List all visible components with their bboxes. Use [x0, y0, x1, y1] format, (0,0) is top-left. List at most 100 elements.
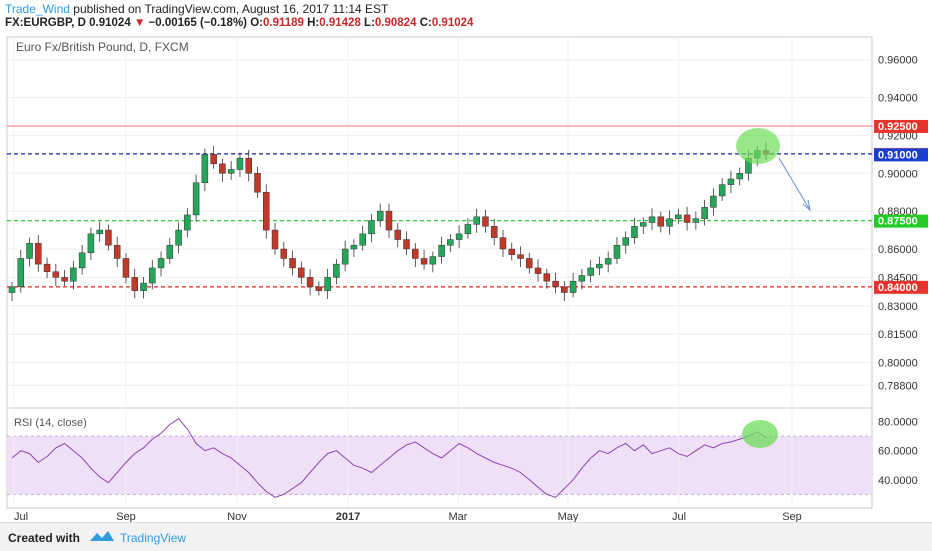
candle [490, 226, 498, 238]
candle [385, 210, 393, 231]
candle [35, 243, 42, 265]
y-tick-label: 0.83000 [878, 301, 918, 313]
candle [113, 244, 121, 259]
candle [166, 244, 174, 259]
candle [184, 214, 191, 231]
price-badge-label: 0.84000 [878, 282, 918, 294]
candle [157, 258, 165, 269]
rsi-highlight-ellipse [742, 420, 778, 448]
candle [569, 280, 577, 293]
close-label: C: [419, 17, 432, 29]
candle [245, 157, 252, 174]
rsi-line [11, 418, 767, 498]
rsi-y-axis: 80.0000 60.0000 40.0000 [878, 417, 918, 487]
candle [508, 248, 515, 255]
candle [87, 233, 95, 254]
symbol-label: FX:EURGBP, D [5, 17, 86, 29]
candle [70, 267, 77, 282]
candle [438, 244, 445, 257]
candle [675, 214, 682, 219]
candle [376, 210, 384, 221]
rsi-y-tick-label: 60.0000 [878, 446, 918, 458]
candle [192, 182, 200, 216]
candle [517, 254, 524, 259]
candle [140, 282, 147, 291]
candle [596, 263, 603, 269]
candle [552, 280, 559, 288]
candle [227, 169, 235, 174]
candle [473, 216, 480, 225]
candle [43, 263, 51, 272]
candle [412, 248, 419, 259]
candle [52, 271, 60, 278]
x-tick-label: 2017 [336, 511, 360, 522]
candle [263, 191, 270, 231]
y-tick-label: 0.81500 [878, 329, 918, 341]
candle [219, 163, 226, 174]
candle [315, 286, 323, 291]
rsi-y-tick-label: 40.0000 [878, 475, 918, 487]
candle [8, 286, 16, 293]
candle [122, 258, 130, 278]
footer-bar: Created with TradingView [0, 522, 932, 551]
last-price: 0.91024 [89, 17, 131, 29]
candle [727, 178, 735, 185]
candle [350, 244, 358, 250]
candle [718, 184, 726, 197]
candle [631, 226, 638, 238]
candle [324, 277, 331, 291]
price-badge-label: 0.91000 [878, 149, 918, 161]
candle [499, 237, 507, 250]
x-tick-label: Jul [672, 511, 686, 522]
price-badge-label: 0.87500 [878, 216, 918, 228]
candle [289, 258, 296, 269]
x-tick-label: May [558, 511, 579, 522]
x-axis: Jul Sep Nov 2017 Mar May Jul Sep [14, 511, 802, 522]
low-value: 0.90824 [374, 17, 417, 29]
candle [61, 277, 68, 282]
tradingview-brand[interactable]: TradingView [120, 531, 187, 545]
y-tick-label: 0.96000 [878, 55, 918, 67]
published-text: published on TradingView.com, August 16,… [73, 2, 389, 16]
close-value: 0.91024 [431, 17, 474, 29]
candle [710, 195, 717, 208]
highlight-ellipse [736, 128, 780, 164]
candle [657, 216, 665, 227]
change-value: −0.00165 (−0.18%) [148, 17, 247, 29]
candle [96, 229, 103, 235]
price-badge-label: 0.92500 [878, 121, 918, 133]
y-tick-label: 0.90000 [878, 168, 918, 180]
candle [131, 277, 138, 291]
candle [420, 258, 428, 265]
chart-canvas[interactable]: 0.960000.940000.920000.900000.880000.860… [0, 0, 932, 522]
candle [622, 237, 629, 246]
candle [736, 173, 743, 180]
candle [175, 229, 182, 246]
y-tick-label: 0.86000 [878, 244, 918, 256]
candle [561, 286, 568, 293]
candle [692, 218, 700, 223]
candle [403, 239, 410, 250]
author-link[interactable]: Trade_Wind [5, 2, 70, 16]
candle [455, 233, 463, 240]
candle [271, 229, 279, 250]
candle [17, 258, 25, 288]
candle [368, 220, 375, 235]
x-tick-label: Sep [116, 511, 136, 522]
price-levels [7, 125, 872, 288]
candle [464, 224, 472, 235]
rsi-title: RSI (14, close) [14, 417, 87, 429]
candle [534, 267, 542, 274]
created-with-label: Created with [8, 531, 81, 545]
candle [604, 258, 612, 265]
candle [578, 275, 586, 282]
x-tick-label: Mar [449, 511, 468, 522]
y-tick-label: 0.78800 [878, 380, 918, 392]
x-tick-label: Nov [227, 511, 247, 522]
x-tick-label: Sep [782, 511, 802, 522]
candle [429, 256, 437, 265]
price-badge [874, 119, 928, 133]
candle [298, 267, 305, 278]
x-tick-label: Jul [14, 511, 28, 522]
candle [526, 258, 533, 269]
